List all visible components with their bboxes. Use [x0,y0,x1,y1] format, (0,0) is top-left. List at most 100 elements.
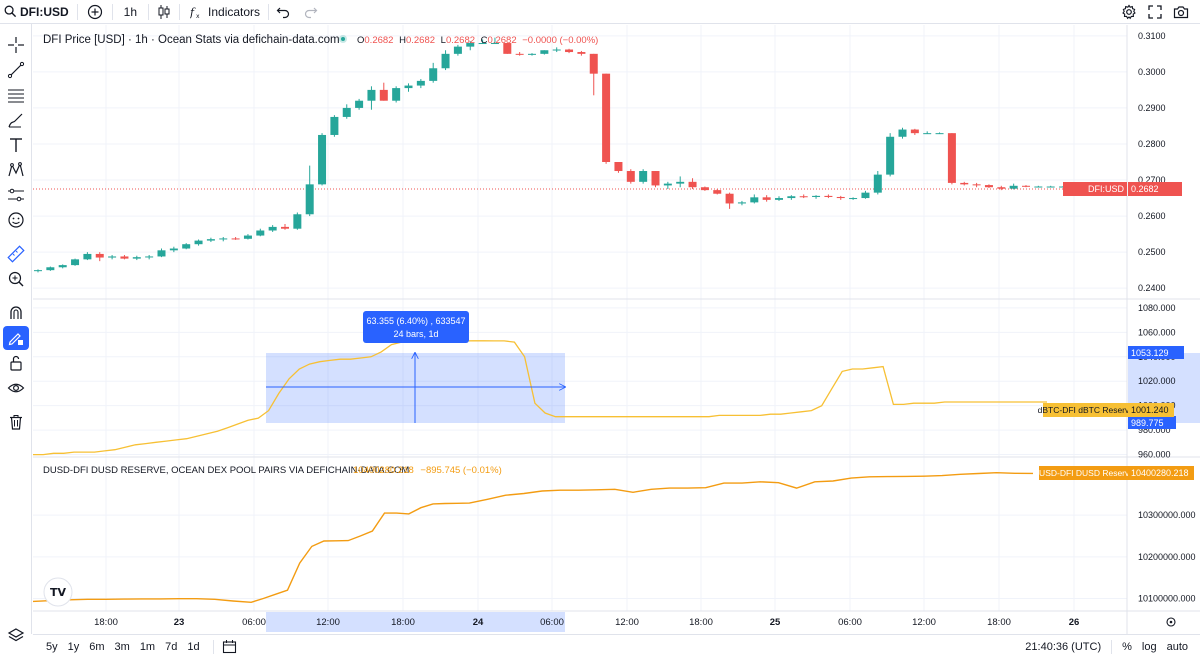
candle-body [416,80,425,86]
btc-tag-name: dBTC-DFI dBTC Reserve [1038,405,1135,415]
range-button-1d[interactable]: 1d [187,640,200,653]
candle-body [663,183,672,186]
candles-icon [158,4,170,19]
time-axis-label: 24 [473,617,484,628]
bottom-toolbar: 5y 1y 6m 3m 1m 7d 1d 21:40:36 (UTC) % log auto [33,634,1200,658]
fib-tool[interactable] [3,83,29,107]
date-ranges: 5y 1y 6m 3m 1m 7d 1d [33,641,205,653]
compare-symbol-button[interactable] [78,0,112,24]
time-axis-label: 06:00 [242,617,266,628]
range-button-7d[interactable]: 7d [165,640,178,653]
range-button-5y[interactable]: 5y [46,640,58,653]
snapshot-button[interactable] [1168,0,1194,24]
candle-body [169,248,178,251]
symbol-search-button[interactable]: DFI:USD [0,0,77,24]
object-tree-button[interactable] [3,624,29,648]
interval-button[interactable]: 1h [113,0,148,24]
tradingview-logo[interactable]: TV [43,577,73,607]
log-toggle[interactable]: log [1141,640,1157,653]
time-axis-settings-icon[interactable] [1166,617,1176,627]
undo-button[interactable] [269,0,297,24]
price-axis-label: 0.2500 [1138,247,1166,257]
chart-type-button[interactable] [149,0,179,24]
pattern-icon [8,162,24,177]
divider [179,3,181,20]
candle-body [466,43,475,47]
pattern-tool[interactable] [3,158,29,182]
measure-tooltip-bg [363,311,469,343]
zoom-in-icon [8,271,24,287]
dusd-axis-label: 10300000.000 [1138,510,1196,520]
dusd-legend-title: DUSD-DFI DUSD RESERVE, OCEAN DEX POOL PA… [43,465,409,476]
candle-body [342,107,351,117]
divider [76,3,78,20]
measure-bottom-tag: 989.775 [1131,418,1164,428]
btc-axis-label: 1020.000 [1138,376,1176,386]
dbtc-reserve-line [33,340,1047,456]
redo-button[interactable] [297,0,325,24]
chart-canvas[interactable]: 63.355 (6.40%) , 633547 24 bars, 1d DFI … [33,25,1200,634]
range-button-6m[interactable]: 6m [89,640,105,653]
candle-body [515,53,524,55]
range-button-1m[interactable]: 1m [139,640,156,653]
range-button-1y[interactable]: 1y [67,640,80,653]
divider [268,3,270,20]
eye-icon [7,383,25,393]
time-axis[interactable]: 18:00 23 06:00 12:00 18:00 24 06:00 12:00 18:00 2… [94,617,1079,628]
fullscreen-button[interactable] [1142,0,1168,24]
time-axis-label: 06:00 [540,617,564,628]
magnet-tool[interactable] [3,301,29,325]
crosshair-icon [8,37,24,53]
auto-toggle[interactable]: auto [1166,640,1188,653]
candle-body [293,214,302,229]
prediction-tool[interactable] [3,183,29,207]
ruler-icon [7,245,25,263]
dusd-legend: DUSD-DFI DUSD RESERVE, OCEAN DEX POOL PA… [43,465,502,476]
candle-body [886,136,895,175]
text-tool[interactable] [3,133,29,157]
candle-body [243,235,252,239]
dusd-axis[interactable]: 10300000.000 10200000.000 10100000.000 [1138,510,1196,603]
zoom-tool[interactable] [3,267,29,291]
candle-body [256,230,265,236]
time-axis-label: 18:00 [94,617,118,628]
price-axis[interactable]: 0.3100 0.3000 0.2900 0.2800 0.2700 0.2600 0.25… [1138,31,1166,293]
brush-tool[interactable] [3,108,29,132]
candle-body [281,226,289,229]
candle-body [182,244,191,249]
icons-tool[interactable] [3,208,29,232]
candle-body [392,88,401,101]
range-button-3m[interactable]: 3m [114,640,130,653]
price-tag-value-bg [1128,182,1182,196]
hide-drawings-tool[interactable] [3,376,29,400]
candle-body [824,195,833,197]
divider [1111,639,1113,654]
candle-body [367,89,376,101]
trend-line-icon [7,61,25,79]
btc-axis[interactable]: 1080.0001060.0001040.0001020.0001000.000… [1138,303,1176,460]
main-legend-title: DFI Price [USD] · 1h · Ocean Stats via d… [43,34,340,46]
measure-bottom-tag-bg [1128,416,1176,429]
candle-body [132,257,141,259]
time-axis-label: 18:00 [689,617,713,628]
sliders-icon [8,188,24,202]
lock-drawings-tool[interactable] [3,351,29,375]
candle-body [725,193,734,204]
stay-in-drawing-mode-tool[interactable] [3,326,29,350]
remove-drawings-tool[interactable] [3,410,29,434]
candle-body [268,226,277,231]
measure-tooltip-line2: 24 bars, 1d [393,329,438,339]
time-axis-label: 26 [1069,617,1080,628]
candle-body [626,171,635,182]
candle-body [95,253,104,258]
timezone-button[interactable]: 21:40:36 (UTC) [1025,640,1102,653]
settings-button[interactable] [1116,0,1142,24]
trend-line-tool[interactable] [3,58,29,82]
crosshair-tool[interactable] [3,33,29,57]
candle-body [984,185,993,188]
measure-tool[interactable] [3,242,29,266]
percent-toggle[interactable]: % [1122,640,1132,653]
go-to-date-button[interactable] [222,639,237,654]
